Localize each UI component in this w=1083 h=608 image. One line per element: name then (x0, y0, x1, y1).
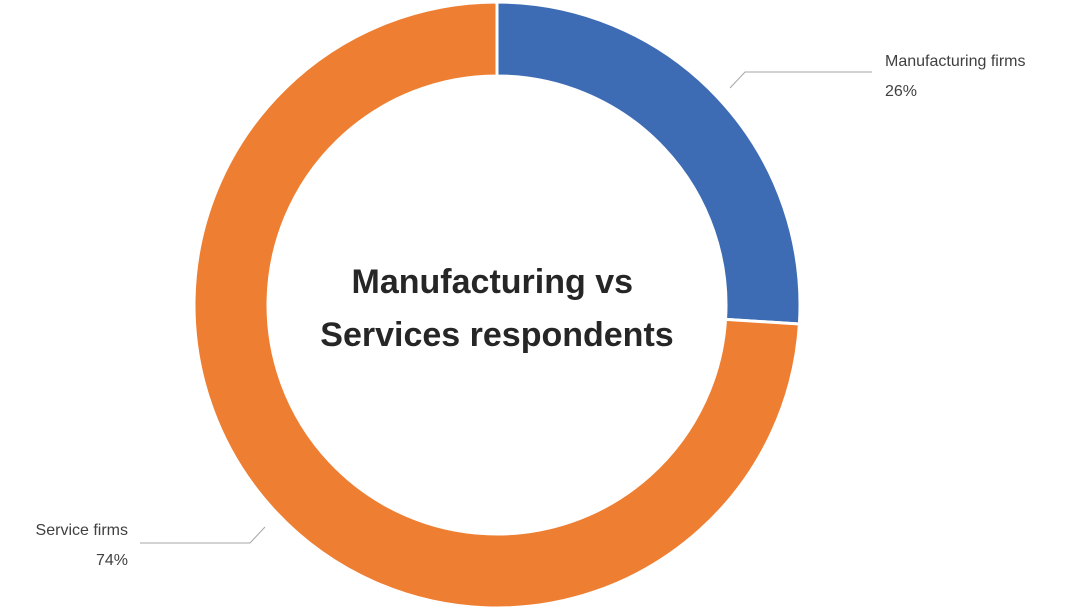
donut-slice-service-firms (192, 0, 801, 608)
services-percent: 74% (96, 552, 128, 569)
chart-title-line-1: Manufacturing vs (352, 263, 633, 301)
services-leader-line (140, 526, 266, 544)
chart-title-line-2: Services respondents (320, 316, 673, 354)
donut-slices (192, 0, 802, 608)
manufacturing-percent: 26% (885, 83, 917, 100)
manufacturing-leader-line (729, 71, 872, 89)
services-label: Service firms (36, 522, 128, 539)
manufacturing-label: Manufacturing firms (885, 53, 1026, 70)
donut-slice-manufacturing-firms (495, 0, 802, 326)
chart-title: Manufacturing vs Services respondents (320, 263, 673, 354)
